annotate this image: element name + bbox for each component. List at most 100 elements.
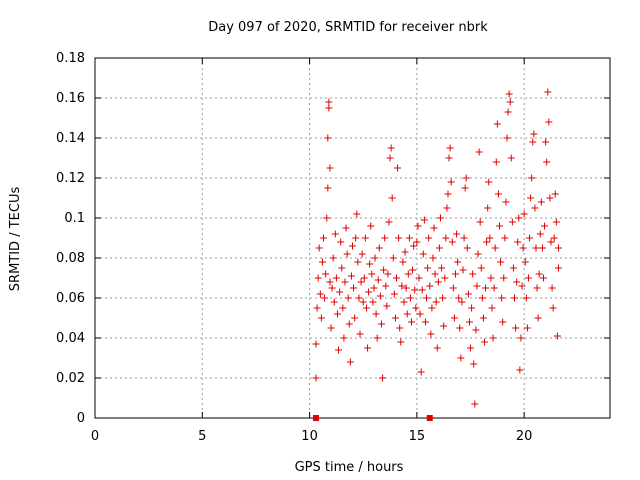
data-point: [519, 244, 527, 252]
data-point: [546, 194, 554, 202]
data-point: [528, 174, 536, 182]
plot-frame: [94, 57, 611, 419]
data-point: [439, 294, 447, 302]
data-point: [370, 284, 378, 292]
data-point: [404, 270, 412, 278]
data-point: [356, 330, 364, 338]
data-point: [373, 334, 381, 342]
data-point: [371, 254, 379, 262]
data-point: [431, 270, 439, 278]
data-point: [413, 238, 421, 246]
data-point: [411, 286, 419, 294]
data-point: [382, 282, 390, 290]
data-point: [419, 250, 427, 258]
data-point: [390, 290, 398, 298]
data-point: [355, 294, 363, 302]
data-point: [544, 88, 552, 96]
data-point: [476, 218, 484, 226]
y-tick-label: 0.08: [56, 251, 85, 266]
data-point: [341, 278, 349, 286]
data-point: [342, 224, 350, 232]
data-point: [389, 254, 397, 262]
data-point: [409, 266, 417, 274]
data-point: [502, 198, 510, 206]
data-point: [500, 274, 508, 282]
data-point: [548, 284, 556, 292]
x-axis-label: GPS time / hours: [295, 460, 404, 475]
data-point: [435, 244, 443, 252]
data-point: [331, 230, 339, 238]
data-point: [465, 318, 473, 326]
data-point: [443, 204, 451, 212]
data-point: [504, 108, 512, 116]
data-point: [555, 244, 562, 252]
data-point: [423, 294, 431, 302]
data-point: [440, 322, 448, 330]
data-point: [464, 290, 472, 298]
data-point: [381, 234, 389, 242]
gap-markers: [313, 415, 433, 421]
data-point: [522, 294, 530, 302]
data-point: [357, 278, 365, 286]
data-point: [442, 234, 450, 242]
data-point: [321, 294, 329, 302]
data-point: [312, 374, 320, 382]
data-point: [386, 154, 394, 162]
data-point: [391, 314, 399, 322]
data-point: [432, 298, 440, 306]
data-point: [534, 314, 542, 322]
data-point: [520, 210, 528, 218]
data-point: [494, 190, 502, 198]
data-point: [508, 218, 516, 226]
data-point: [434, 278, 442, 286]
data-point: [383, 302, 391, 310]
grid: [95, 58, 610, 418]
data-point: [503, 134, 511, 142]
data-point: [328, 284, 336, 292]
data-point: [326, 278, 334, 286]
data-point: [376, 292, 384, 300]
data-point: [549, 304, 557, 312]
data-point: [401, 248, 409, 256]
data-point: [506, 98, 514, 106]
data-point: [452, 270, 459, 278]
data-point: [375, 244, 383, 252]
data-point: [388, 194, 396, 202]
data-point: [353, 210, 361, 218]
data-point: [530, 130, 538, 138]
data-point: [398, 282, 406, 290]
data-point: [495, 222, 503, 230]
data-point: [521, 258, 529, 266]
data-point: [408, 318, 416, 326]
data-point: [397, 338, 405, 346]
data-point: [490, 284, 498, 292]
data-point: [325, 98, 333, 106]
data-point: [551, 190, 559, 198]
data-point: [487, 274, 495, 282]
data-point: [470, 360, 478, 368]
data-point: [488, 304, 496, 312]
data-point: [529, 138, 537, 146]
y-tick-label: 0.04: [56, 331, 85, 346]
data-point: [467, 344, 475, 352]
data-point: [424, 264, 432, 272]
data-point: [539, 274, 547, 282]
data-point: [417, 368, 425, 376]
y-tick-label: 0.1: [64, 211, 85, 226]
y-tick-label: 0.14: [56, 131, 85, 146]
data-point: [315, 244, 323, 252]
data-point: [380, 266, 388, 274]
data-point: [359, 298, 367, 306]
data-point: [402, 284, 410, 292]
data-point: [454, 258, 462, 266]
data-point: [499, 318, 507, 326]
gap-marker: [426, 415, 433, 421]
data-point: [360, 274, 368, 282]
data-point: [475, 148, 483, 156]
data-point: [421, 318, 429, 326]
x-tick-label: 5: [198, 429, 206, 444]
data-point: [469, 270, 477, 278]
data-point: [329, 254, 337, 262]
data-point: [410, 242, 418, 250]
data-point: [403, 310, 411, 318]
